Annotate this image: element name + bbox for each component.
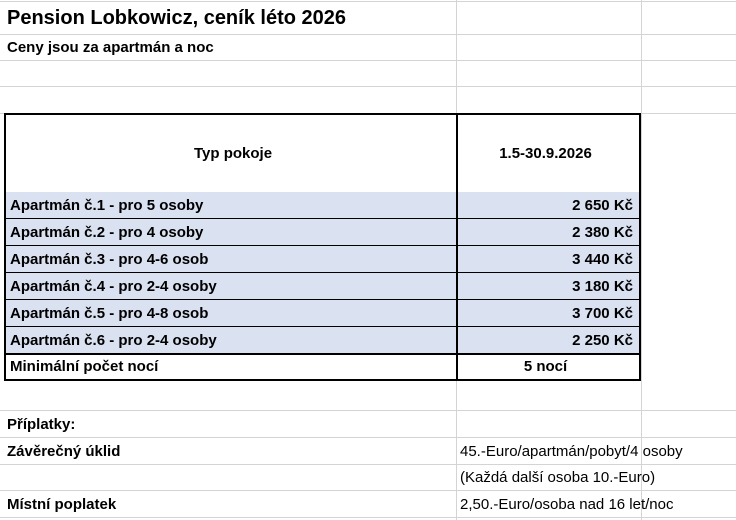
gridline: [0, 437, 736, 438]
gridline: [0, 517, 736, 518]
gridline: [0, 60, 736, 61]
gridline: [0, 490, 736, 491]
min-nights-row: Minimální počet nocí 5 nocí: [6, 354, 639, 379]
local-fee-value: 2,50.-Euro/osoba nad 16 let/noc: [460, 495, 674, 513]
table-row: Apartmán č.3 - pro 4-6 osob 3 440 Kč: [6, 246, 639, 274]
room-price: 3 700 Kč: [572, 304, 633, 322]
cleaning-value: 45.-Euro/apartmán/pobyt/4 osoby: [460, 442, 683, 460]
price-table: Typ pokoje 1.5-30.9.2026 Apartmán č.1 - …: [4, 113, 641, 381]
table-row: Apartmán č.4 - pro 2-4 osoby 3 180 Kč: [6, 273, 639, 301]
room-name: Apartmán č.1 - pro 5 osoby: [6, 192, 458, 218]
table-row: Apartmán č.5 - pro 4-8 osob 3 700 Kč: [6, 300, 639, 328]
min-nights-value: 5 nocí: [523, 358, 568, 375]
gridline: [0, 34, 736, 35]
gridline: [641, 0, 642, 520]
room-price: 3 440 Kč: [572, 250, 633, 268]
room-name: Apartmán č.4 - pro 2-4 osoby: [6, 273, 458, 299]
cleaning-label: Závěrečný úklid: [7, 442, 121, 460]
surcharges-heading: Příplatky:: [7, 415, 76, 433]
room-name: Apartmán č.2 - pro 4 osoby: [6, 219, 458, 245]
subtitle: Ceny jsou za apartmán a noc: [7, 39, 214, 56]
gridline: [0, 1, 736, 2]
table-row: Apartmán č.2 - pro 4 osoby 2 380 Kč: [6, 219, 639, 247]
header-room-type: Typ pokoje: [6, 115, 458, 192]
local-fee-label: Místní poplatek: [7, 495, 117, 513]
room-price: 2 250 Kč: [572, 331, 633, 349]
header-period: 1.5-30.9.2026: [499, 145, 592, 162]
table-row: Apartmán č.6 - pro 2-4 osoby 2 250 Kč: [6, 327, 639, 355]
cleaning-note: (Každá další osoba 10.-Euro): [460, 469, 656, 486]
room-name: Apartmán č.3 - pro 4-6 osob: [6, 246, 458, 272]
room-price: 2 650 Kč: [572, 196, 633, 214]
gridline: [0, 410, 736, 411]
room-price: 2 380 Kč: [572, 223, 633, 241]
room-price: 3 180 Kč: [572, 277, 633, 295]
table-header-row: Typ pokoje 1.5-30.9.2026: [6, 115, 639, 194]
page-title: Pension Lobkowicz, ceník léto 2026: [7, 6, 346, 29]
min-nights-label: Minimální počet nocí: [6, 354, 458, 379]
table-row: Apartmán č.1 - pro 5 osoby 2 650 Kč: [6, 192, 639, 220]
gridline: [0, 464, 736, 465]
gridline: [0, 86, 736, 87]
room-name: Apartmán č.5 - pro 4-8 osob: [6, 300, 458, 326]
room-name: Apartmán č.6 - pro 2-4 osoby: [6, 327, 458, 353]
